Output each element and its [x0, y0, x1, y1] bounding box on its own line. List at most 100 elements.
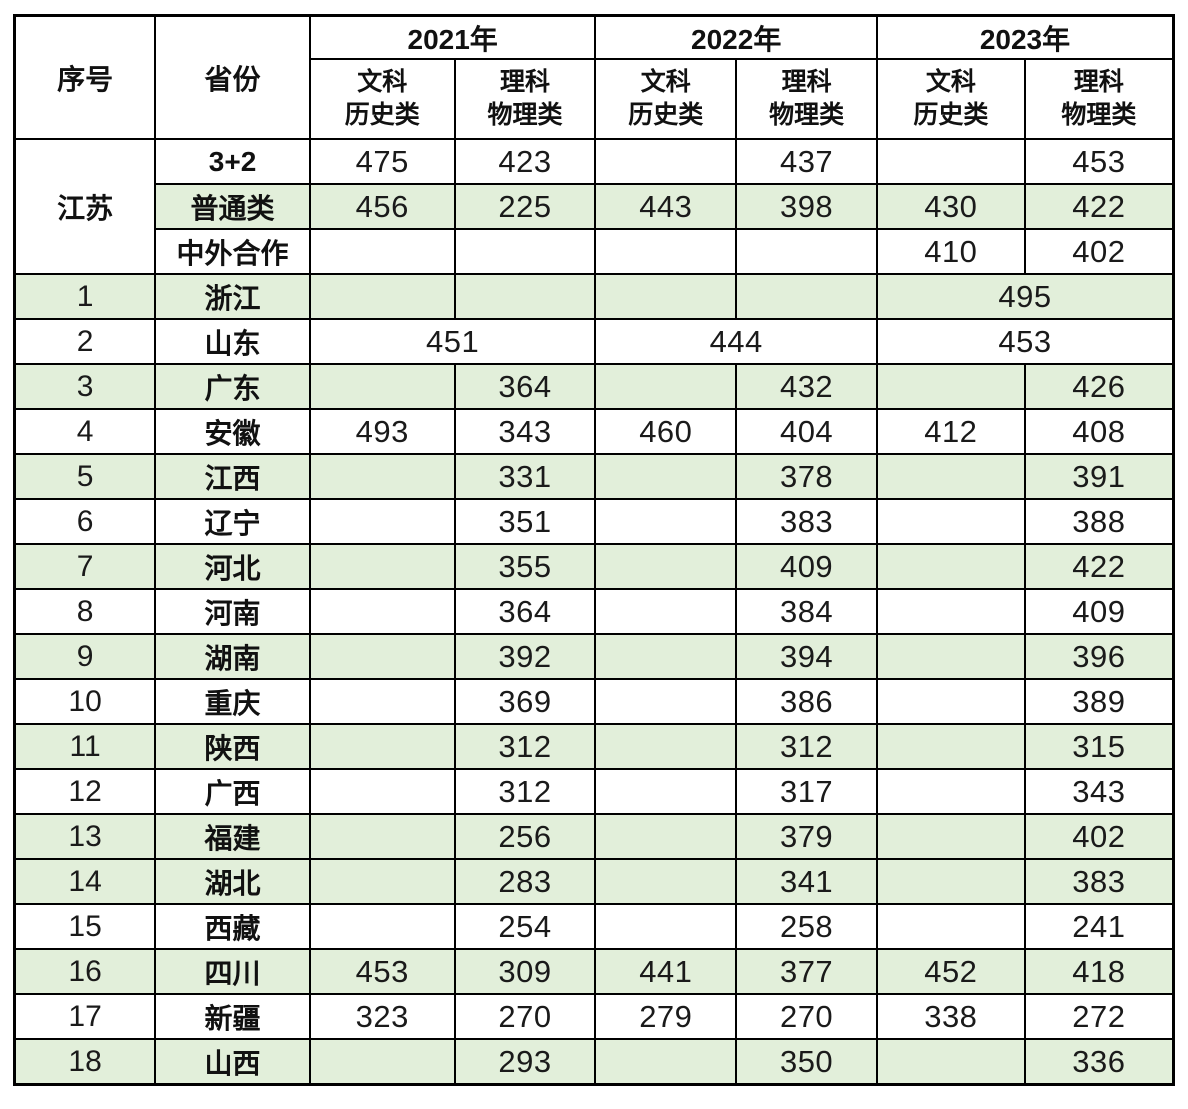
score-cell: [453, 228, 597, 275]
region-cell-jiangsu: 江苏: [13, 138, 157, 275]
score-cell: [308, 363, 456, 410]
score-cell: [308, 1038, 456, 1086]
header-2021-like: 理科 物理类: [453, 58, 597, 140]
score-cell: 355: [453, 543, 597, 590]
score-cell: 388: [1023, 498, 1175, 545]
score-cell: 258: [735, 903, 878, 950]
score-cell: 293: [453, 1038, 597, 1086]
score-cell: [594, 1038, 738, 1086]
score-cell: [875, 498, 1026, 545]
header-year-2021: 2021年: [308, 14, 597, 60]
score-cell: 336: [1023, 1038, 1175, 1086]
province-cell: 湖南: [154, 633, 311, 680]
province-row: 1 浙江 495: [13, 273, 1175, 320]
score-cell: [308, 768, 456, 815]
province-row: 14 湖北 283 341 383: [13, 858, 1175, 905]
province-row: 12 广西 312 317 343: [13, 768, 1175, 815]
score-cell: 378: [735, 453, 878, 500]
subheader-line1: 文科: [640, 68, 691, 96]
score-cell: [594, 768, 738, 815]
header-2022-wenke: 文科 历史类: [594, 58, 738, 140]
province-row: 6 辽宁 351 383 388: [13, 498, 1175, 545]
score-cell: 423: [453, 138, 597, 185]
header-2021-wenke: 文科 历史类: [308, 58, 456, 140]
province-row: 3 广东 364 432 426: [13, 363, 1175, 410]
score-cell: 389: [1023, 678, 1175, 725]
subheader-line2: 历史类: [628, 101, 704, 129]
score-cell: [875, 723, 1026, 770]
province-row: 9 湖南 392 394 396: [13, 633, 1175, 680]
score-cell: 453: [308, 948, 456, 995]
score-cell: [308, 678, 456, 725]
score-cell: [308, 813, 456, 860]
subheader-line2: 物理类: [1061, 101, 1137, 129]
score-cell: [308, 273, 456, 320]
province-row: 7 河北 355 409 422: [13, 543, 1175, 590]
province-row: 16 四川 453 309 441 377 452 418: [13, 948, 1175, 995]
score-cell: [594, 363, 738, 410]
header-row-years: 序号 省份 2021年 2022年 2023年: [13, 14, 1175, 140]
subheader-line2: 物理类: [487, 101, 563, 129]
score-cell-merged-2023: 495: [875, 273, 1175, 320]
score-cell: [308, 903, 456, 950]
seq-cell: 2: [13, 318, 157, 365]
score-cell: [875, 633, 1026, 680]
score-cell: [594, 543, 738, 590]
subheader-line2: 历史类: [344, 101, 420, 129]
province-cell: 江西: [154, 453, 311, 500]
seq-cell: 18: [13, 1038, 157, 1086]
score-cell: 272: [1023, 993, 1175, 1040]
province-cell: 安徽: [154, 408, 311, 455]
score-cell: 412: [875, 408, 1026, 455]
header-year-2023: 2023年: [875, 14, 1175, 60]
header-2023-like: 理科 物理类: [1023, 58, 1175, 140]
seq-cell: 16: [13, 948, 157, 995]
score-cell: 422: [1023, 183, 1175, 230]
score-cell: [308, 453, 456, 500]
score-cell: [594, 903, 738, 950]
score-cell-merged-y2022: 444: [594, 318, 878, 365]
score-cell: 312: [735, 723, 878, 770]
province-cell: 浙江: [154, 273, 311, 320]
province-row: 13 福建 256 379 402: [13, 813, 1175, 860]
score-cell: [594, 678, 738, 725]
score-cell: 384: [735, 588, 878, 635]
score-cell: 309: [453, 948, 597, 995]
category-cell: 中外合作: [154, 228, 311, 275]
score-cell: 422: [1023, 543, 1175, 590]
header-year-2022: 2022年: [594, 14, 878, 60]
jiangsu-row: 江苏 3+2 475 423 437 453: [13, 138, 1175, 275]
seq-cell: 1: [13, 273, 157, 320]
score-cell: 270: [453, 993, 597, 1040]
score-cell: 364: [453, 363, 597, 410]
province-cell: 河南: [154, 588, 311, 635]
seq-cell: 13: [13, 813, 157, 860]
score-cell: 283: [453, 858, 597, 905]
score-cell: [308, 588, 456, 635]
province-cell: 山西: [154, 1038, 311, 1086]
score-cell: 369: [453, 678, 597, 725]
score-cell: 364: [453, 588, 597, 635]
score-cell: 254: [453, 903, 597, 950]
score-cell: 409: [1023, 588, 1175, 635]
score-cell: 225: [453, 183, 597, 230]
score-cell: 343: [453, 408, 597, 455]
score-cell: 443: [594, 183, 738, 230]
admission-scores-table: 序号 省份 2021年 2022年 2023年 文科 历史类 理科 物理类 文科 历史…: [13, 14, 1175, 1086]
score-cell: 475: [308, 138, 456, 185]
province-cell: 河北: [154, 543, 311, 590]
score-cell: 270: [735, 993, 878, 1040]
province-cell: 湖北: [154, 858, 311, 905]
score-cell: 430: [875, 183, 1026, 230]
header-index: 序号: [13, 14, 157, 140]
province-row: 18 山西 293 350 336: [13, 1038, 1175, 1086]
score-cell: 312: [453, 768, 597, 815]
seq-cell: 8: [13, 588, 157, 635]
category-cell: 普通类: [154, 183, 311, 230]
score-cell: [594, 813, 738, 860]
province-row: 4 安徽 493 343 460 404 412 408: [13, 408, 1175, 455]
seq-cell: 5: [13, 453, 157, 500]
province-row: 5 江西 331 378 391: [13, 453, 1175, 500]
score-cell: [875, 678, 1026, 725]
